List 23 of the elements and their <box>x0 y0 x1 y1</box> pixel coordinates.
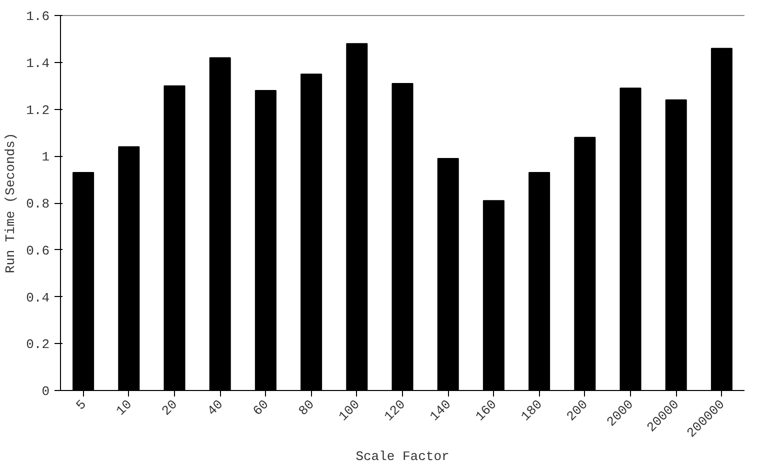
x-tick-label: 20 <box>158 396 181 419</box>
x-tick-label: 5 <box>73 396 90 414</box>
x-axis-title: Scale Factor <box>356 448 450 464</box>
y-tick-label: 1.2 <box>26 102 50 118</box>
x-tick-label: 120 <box>381 396 409 424</box>
y-axis-title: Run Time (Seconds) <box>3 132 18 274</box>
y-tick-label: 0.4 <box>26 290 50 306</box>
y-tick-label: 0.2 <box>26 337 50 352</box>
x-tick-label: 80 <box>296 396 318 419</box>
x-tick-label: 100 <box>336 396 363 424</box>
x-tick-label: 60 <box>250 396 272 419</box>
y-tick-label: 0 <box>42 384 50 399</box>
y-tick-label: 0.8 <box>26 196 50 212</box>
x-tick-label: 200 <box>564 396 591 424</box>
x-tick-label: 180 <box>518 396 546 424</box>
y-tick-label: 0.6 <box>26 243 50 258</box>
x-tick-label: 160 <box>472 396 500 424</box>
y-tick-label: 1.6 <box>26 9 50 24</box>
x-tick-label: 10 <box>113 396 135 419</box>
x-tick-label: 140 <box>426 396 454 424</box>
x-tick-label: 40 <box>204 396 226 419</box>
y-tick-label: 1 <box>42 150 50 165</box>
y-tick-label: 1.4 <box>26 56 50 71</box>
